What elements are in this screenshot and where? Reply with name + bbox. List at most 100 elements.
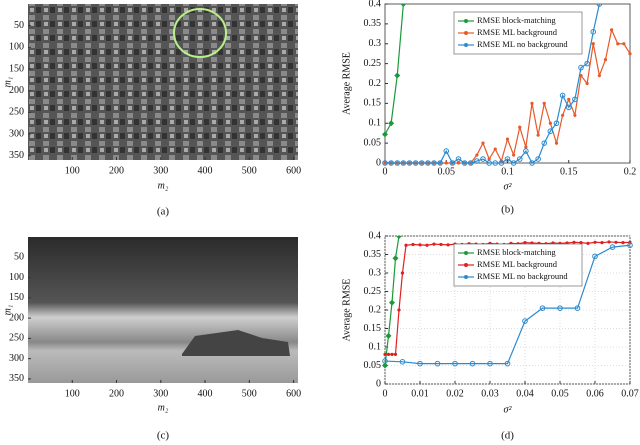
- y-tick-label: 300: [9, 353, 24, 364]
- x-tick-label: 0: [383, 166, 388, 177]
- x-axis-label: σ²: [504, 181, 513, 192]
- marker: [607, 240, 611, 244]
- marker: [553, 120, 560, 127]
- y-tick-label: 0.4: [369, 0, 382, 9]
- marker: [567, 97, 571, 101]
- marker: [530, 101, 534, 105]
- y-tick-label: 0.3: [369, 267, 382, 278]
- y-tick-label: 100: [9, 272, 24, 283]
- y-axis-label: Average RMSE: [341, 52, 352, 115]
- x-tick-label: 0.02: [446, 388, 464, 399]
- marker: [586, 241, 590, 245]
- y-tick-label: 0.35: [364, 249, 382, 260]
- marker: [385, 332, 392, 339]
- marker: [382, 358, 388, 364]
- marker: [536, 133, 540, 137]
- y-tick-label: 200: [9, 85, 24, 96]
- x-tick-label: 200: [109, 388, 124, 399]
- marker: [603, 58, 608, 62]
- marker: [389, 299, 395, 306]
- caption: (d): [501, 430, 514, 442]
- marker: [411, 242, 415, 247]
- marker: [444, 161, 448, 165]
- y-tick-label: 0.15: [364, 98, 382, 109]
- marker: [614, 240, 618, 244]
- marker: [561, 113, 565, 117]
- marker: [542, 101, 546, 105]
- legend-label: RMSE ML background: [477, 27, 558, 37]
- marker: [504, 360, 511, 367]
- marker: [504, 156, 511, 162]
- image: [28, 4, 298, 160]
- legend-marker: [464, 263, 468, 267]
- marker: [434, 360, 441, 367]
- y-tick-label: 0.35: [364, 18, 382, 29]
- marker: [592, 253, 598, 260]
- marker: [425, 160, 431, 166]
- marker: [437, 160, 443, 166]
- x-tick-label: 0.07: [621, 388, 639, 399]
- marker: [616, 42, 620, 46]
- x-tick-label: 300: [153, 165, 168, 176]
- marker: [439, 242, 443, 247]
- marker: [388, 160, 394, 166]
- marker: [539, 305, 546, 311]
- marker: [516, 156, 523, 162]
- x-axis-label: σ²: [504, 404, 513, 415]
- x-tick-label: 0.06: [586, 388, 604, 399]
- y-tick-label: 350: [9, 150, 24, 161]
- y-tick-label: 0.15: [364, 323, 382, 334]
- marker: [498, 160, 505, 166]
- marker: [522, 318, 528, 324]
- y-tick-label: 100: [9, 42, 24, 53]
- marker: [578, 64, 584, 71]
- x-tick-label: 0.01: [411, 388, 429, 399]
- marker: [590, 29, 597, 35]
- y-tick-label: 250: [9, 333, 24, 344]
- marker: [565, 104, 572, 111]
- marker: [579, 241, 583, 245]
- legend-marker: [464, 43, 468, 47]
- marker: [396, 236, 402, 239]
- legend-label: RMSE block-matching: [477, 247, 556, 257]
- y-tick-label: 0: [376, 378, 381, 389]
- marker: [596, 4, 603, 7]
- marker: [383, 352, 387, 356]
- series-line: [384, 4, 404, 135]
- x-tick-label: 300: [153, 388, 168, 399]
- y-tick-label: 0.2: [369, 78, 382, 89]
- y-axis-label: m₁: [2, 305, 13, 316]
- marker: [529, 160, 535, 166]
- x-tick-label: 0.1: [501, 166, 514, 177]
- marker: [431, 160, 437, 166]
- x-tick-label: 0.04: [516, 388, 534, 399]
- y-tick-label: 0.1: [369, 341, 382, 352]
- x-tick-label: 0.05: [438, 166, 456, 177]
- marker: [622, 42, 626, 46]
- marker: [382, 160, 388, 166]
- marker: [574, 305, 581, 311]
- y-tick-label: 0.05: [364, 360, 382, 371]
- marker: [475, 153, 479, 157]
- marker: [425, 243, 429, 247]
- marker: [591, 42, 595, 46]
- marker: [400, 4, 407, 7]
- legend-marker: [464, 31, 468, 35]
- marker: [541, 140, 548, 146]
- marker: [559, 92, 566, 99]
- marker: [628, 52, 632, 56]
- marker: [386, 352, 391, 356]
- y-tick-label: 0.1: [369, 118, 382, 129]
- marker: [400, 160, 407, 166]
- x-tick-label: 100: [65, 388, 80, 399]
- marker: [486, 160, 492, 166]
- marker: [481, 141, 485, 145]
- marker: [518, 125, 522, 129]
- x-tick-label: 200: [109, 165, 124, 176]
- legend-label: RMSE ML background: [477, 259, 558, 269]
- marker: [557, 305, 563, 311]
- y-tick-label: 350: [9, 373, 24, 384]
- y-tick-label: 250: [9, 107, 24, 118]
- marker: [573, 113, 577, 117]
- legend-marker: [464, 19, 468, 23]
